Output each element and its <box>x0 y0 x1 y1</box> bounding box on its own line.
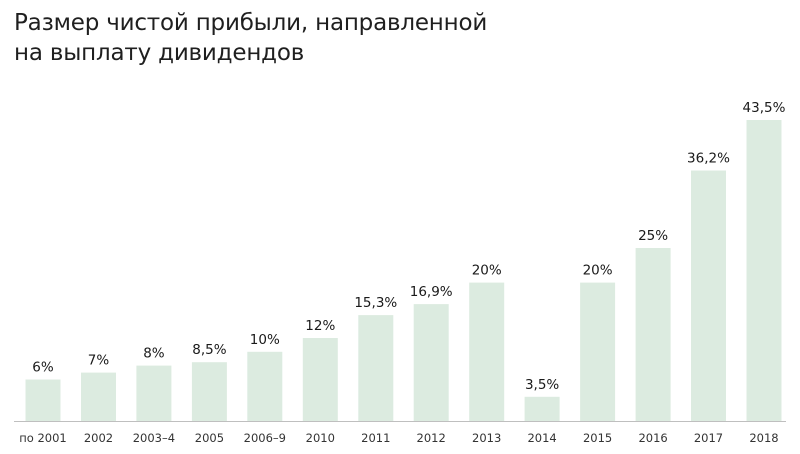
bar-9 <box>524 396 560 421</box>
x-tick-label-12: 2017 <box>694 431 723 445</box>
bar-3 <box>191 362 227 421</box>
value-label-2: 8% <box>143 346 165 362</box>
bar-1 <box>81 372 116 421</box>
bar-5 <box>302 338 338 421</box>
value-label-13: 43,5% <box>743 100 786 116</box>
value-label-4: 10% <box>250 332 280 348</box>
x-tick-label-2: 2003–4 <box>133 431 175 445</box>
value-label-3: 8,5% <box>192 342 226 358</box>
bars-group <box>25 120 782 421</box>
bar-4 <box>247 351 283 421</box>
value-label-0: 6% <box>32 360 54 376</box>
x-tick-label-7: 2012 <box>417 431 446 445</box>
x-tick-labels-group: по 2001 2002 2003–4 2005 2006–9 2010 2011 2012 2… <box>19 431 778 445</box>
x-tick-label-3: 2005 <box>195 431 224 445</box>
value-label-1: 7% <box>88 353 110 369</box>
x-tick-label-6: 2011 <box>361 431 390 445</box>
chart-title: Размер чистой прибыли, направленной на в… <box>14 8 574 68</box>
value-label-11: 25% <box>638 228 668 244</box>
x-tick-label-13: 2018 <box>749 431 778 445</box>
x-tick-label-1: 2002 <box>84 431 113 445</box>
x-tick-label-10: 2015 <box>583 431 612 445</box>
bar-7 <box>413 304 449 421</box>
value-label-5: 12% <box>305 318 335 334</box>
x-tick-label-9: 2014 <box>527 431 556 445</box>
bar-12 <box>691 170 726 421</box>
bar-11 <box>635 248 671 421</box>
bar-13 <box>746 120 782 421</box>
value-label-12: 36,2% <box>687 151 730 167</box>
bar-10 <box>580 282 616 421</box>
chart-title-line-1: Размер чистой прибыли, направленной <box>14 10 488 36</box>
bar-2 <box>136 365 172 421</box>
value-label-6: 15,3% <box>354 295 397 311</box>
value-label-7: 16,9% <box>410 284 453 300</box>
x-tick-label-0: по 2001 <box>19 431 66 445</box>
value-labels-group: 6% 7% 8% 8,5% 10% 12% 15,3% 16,9% 20% 3,5% 20% 25% 3… <box>32 100 785 393</box>
bar-6 <box>358 315 394 421</box>
x-tick-label-11: 2016 <box>638 431 667 445</box>
bar-0 <box>25 379 61 421</box>
value-label-10: 20% <box>583 263 613 279</box>
x-tick-label-5: 2010 <box>306 431 335 445</box>
x-tick-label-4: 2006–9 <box>244 431 286 445</box>
value-label-8: 20% <box>472 263 502 279</box>
x-tick-label-8: 2013 <box>472 431 501 445</box>
bar-8 <box>469 282 505 421</box>
chart-title-line-2: на выплату дивидендов <box>14 40 305 66</box>
value-label-9: 3,5% <box>525 377 559 393</box>
